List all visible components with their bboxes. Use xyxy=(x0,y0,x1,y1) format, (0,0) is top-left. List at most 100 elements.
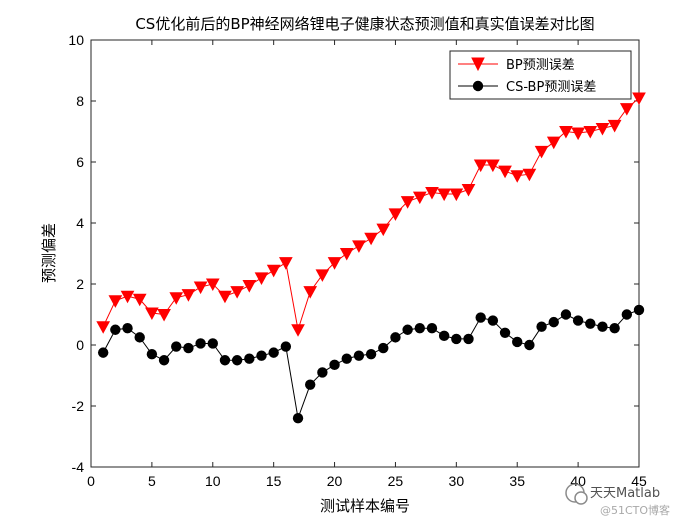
plot-area xyxy=(90,39,640,468)
bp-point xyxy=(230,286,244,299)
chart-title: CS优化前后的BP神经网络锂电子健康状态预测值和真实值误差对比图 xyxy=(135,15,594,33)
bp-point xyxy=(364,232,378,246)
bp-point xyxy=(145,307,159,321)
csbp-point xyxy=(268,347,279,358)
bp-point xyxy=(303,286,318,299)
csbp-point xyxy=(451,333,462,345)
bp-point xyxy=(339,248,354,261)
bp-point xyxy=(486,159,500,173)
x-tick-label: 5 xyxy=(148,473,156,489)
csbp-point xyxy=(183,342,194,354)
bp-point xyxy=(571,127,585,141)
csbp-point xyxy=(390,332,401,343)
bp-point xyxy=(266,264,281,278)
csbp-point xyxy=(195,338,206,349)
watermark-name: 天天Matlab xyxy=(590,486,660,501)
watermark: 天天Matlab @51CTO博客 xyxy=(565,483,670,517)
x-tick-label: 35 xyxy=(509,473,525,489)
bp-point xyxy=(96,321,111,334)
csbp-point xyxy=(97,347,109,358)
csbp-point xyxy=(353,350,365,361)
csbp-point xyxy=(244,353,255,364)
wechat-icon-inner xyxy=(574,491,588,505)
legend-label-bp: BP预测误差 xyxy=(506,58,575,73)
x-tick-label: 40 xyxy=(570,473,586,489)
y-tick-label: -4 xyxy=(72,459,85,475)
bp-point xyxy=(132,293,147,307)
y-tick-label: 6 xyxy=(76,154,84,170)
legend-label-csbp: CS-BP预测误差 xyxy=(506,80,596,95)
bp-point xyxy=(181,289,196,302)
bp-point xyxy=(425,187,439,200)
bp-point xyxy=(473,159,488,173)
csbp-point xyxy=(487,315,499,326)
bp-point xyxy=(279,257,293,270)
csbp-point xyxy=(426,323,438,334)
bp-point xyxy=(522,168,537,182)
x-tick-label: 10 xyxy=(205,473,221,489)
x-tick-label: 25 xyxy=(388,473,404,489)
legend: BP预测误差 CS-BP预测误差 xyxy=(449,50,632,100)
csbp-point xyxy=(378,342,389,354)
bp-point xyxy=(120,290,135,304)
csbp-point xyxy=(231,355,243,366)
csbp-point xyxy=(560,309,572,320)
legend-marker-csbp xyxy=(472,80,484,92)
csbp-point xyxy=(475,312,486,323)
csbp-point xyxy=(585,318,596,329)
bp-point xyxy=(632,92,646,105)
bp-point xyxy=(193,281,208,295)
csbp-point xyxy=(171,341,182,352)
y-tick-label: 8 xyxy=(76,93,84,109)
bp-point xyxy=(376,223,391,237)
bp-point xyxy=(315,269,330,282)
csbp-point xyxy=(110,324,121,335)
bp-point xyxy=(595,122,610,136)
x-tick-label: 30 xyxy=(449,473,465,489)
bp-point xyxy=(388,208,403,221)
csbp-point xyxy=(134,332,145,343)
y-tick-label: 0 xyxy=(76,337,84,353)
csbp-point xyxy=(463,333,474,345)
csbp-point xyxy=(512,336,523,348)
bp-point xyxy=(449,188,464,202)
csbp-point xyxy=(341,353,352,364)
bp-point xyxy=(583,126,598,139)
x-tick-label: 20 xyxy=(327,473,343,489)
bp-point xyxy=(108,295,123,308)
y-tick-label: 2 xyxy=(76,276,84,292)
csbp-point xyxy=(524,339,535,351)
bp-point xyxy=(510,170,525,183)
bp-point xyxy=(607,119,622,133)
csbp-point xyxy=(207,338,218,349)
bp-point xyxy=(327,257,342,270)
bp-point xyxy=(400,196,415,209)
series-markers xyxy=(96,92,646,424)
csbp-point xyxy=(414,323,425,334)
y-tick-label: 4 xyxy=(76,215,84,231)
x-tick-label: 45 xyxy=(631,473,647,489)
legend-marker-bp xyxy=(471,57,485,72)
csbp-point xyxy=(499,327,511,338)
y-axis-label: 预测偏差 xyxy=(40,223,58,283)
bp-point xyxy=(218,290,232,304)
csbp-point xyxy=(597,321,608,332)
csbp-point xyxy=(158,355,170,366)
csbp-point xyxy=(609,323,620,334)
x-tick-label: 0 xyxy=(87,473,95,489)
bp-point xyxy=(461,183,476,197)
csbp-point xyxy=(219,355,231,366)
bp-point xyxy=(412,191,427,205)
bp-point xyxy=(205,278,220,292)
bp-point xyxy=(291,324,305,337)
csbp-point xyxy=(280,341,292,352)
bp-point xyxy=(242,280,257,293)
bp-point xyxy=(169,292,184,305)
csbp-point xyxy=(536,321,547,332)
csbp-point xyxy=(256,350,267,361)
csbp-point xyxy=(292,413,304,424)
csbp-point xyxy=(305,379,316,390)
bp-point xyxy=(619,103,634,116)
y-tick-label: -2 xyxy=(72,398,85,414)
